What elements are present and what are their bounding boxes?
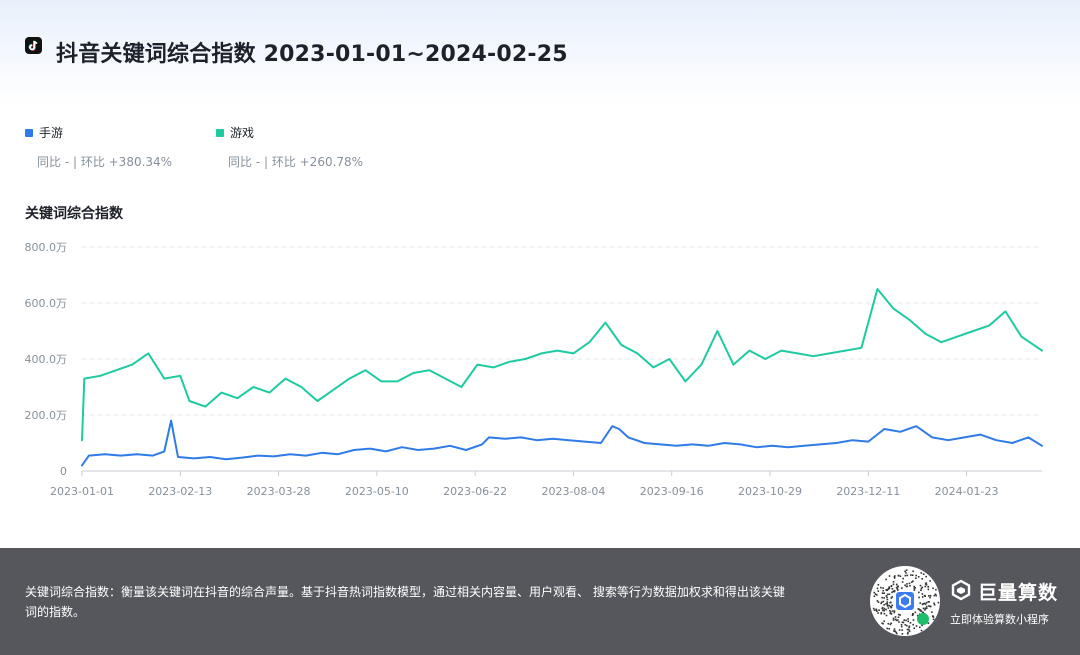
brand: 巨量算数 xyxy=(950,578,1058,605)
x-tick-label: 2023-02-13 xyxy=(148,485,212,498)
legend-item-series-2[interactable]: 游戏 同比 - | 环比 +260.78% xyxy=(216,124,363,170)
brand-name: 巨量算数 xyxy=(978,582,1059,604)
legend-stat: 同比 - | 环比 +260.78% xyxy=(228,155,364,169)
page-title: 抖音关键词综合指数 2023-01-01~2024-02-25 xyxy=(56,42,568,67)
x-tick-label: 2023-12-11 xyxy=(836,485,900,498)
y-tick-label: 0 xyxy=(60,465,67,478)
x-tick-label: 2023-09-16 xyxy=(640,485,704,498)
series-line-手游 xyxy=(81,419,1043,467)
y-tick-label: 600.0万 xyxy=(25,297,68,310)
footer-description: 关键词综合指数：衡量该关键词在抖音的综合声量。基于抖音热词指数模型，通过相关内容… xyxy=(25,585,785,619)
x-tick-label: 2023-05-10 xyxy=(345,485,409,498)
legend-swatch xyxy=(25,128,33,137)
douyin-logo-icon xyxy=(25,37,42,54)
x-tick-label: 2023-10-29 xyxy=(738,485,802,498)
brand-subtitle[interactable]: 立即体验算数小程序 xyxy=(950,613,1049,626)
x-tick-label: 2023-01-01 xyxy=(50,485,114,498)
y-tick-label: 200.0万 xyxy=(25,409,68,422)
x-tick-label: 2023-08-04 xyxy=(541,485,605,498)
legend-label: 游戏 xyxy=(230,126,255,140)
x-tick-label: 2023-06-22 xyxy=(443,485,507,498)
header-band xyxy=(0,0,1080,105)
x-tick-label: 2024-01-23 xyxy=(935,485,999,498)
legend-stat: 同比 - | 环比 +380.34% xyxy=(37,155,173,169)
chart-title: 关键词综合指数 xyxy=(25,206,123,222)
juliang-suanshu-logo-icon xyxy=(950,579,972,605)
y-tick-label: 800.0万 xyxy=(25,241,68,254)
footer: 关键词综合指数：衡量该关键词在抖音的综合声量。基于抖音热词指数模型，通过相关内容… xyxy=(0,548,1080,655)
series-line-游戏 xyxy=(81,288,1043,442)
mini-program-qr-code-icon[interactable] xyxy=(870,566,940,636)
legend-label: 手游 xyxy=(39,126,64,140)
legend-swatch xyxy=(216,128,224,137)
y-tick-label: 400.0万 xyxy=(25,353,68,366)
line-chart: 0 200.0万 400.0万 600.0万 800.0万 2023-01-01 2023… xyxy=(25,241,1043,498)
legend-item-series-1[interactable]: 手游 同比 - | 环比 +380.34% xyxy=(25,124,172,170)
x-tick-label: 2023-03-28 xyxy=(247,485,311,498)
